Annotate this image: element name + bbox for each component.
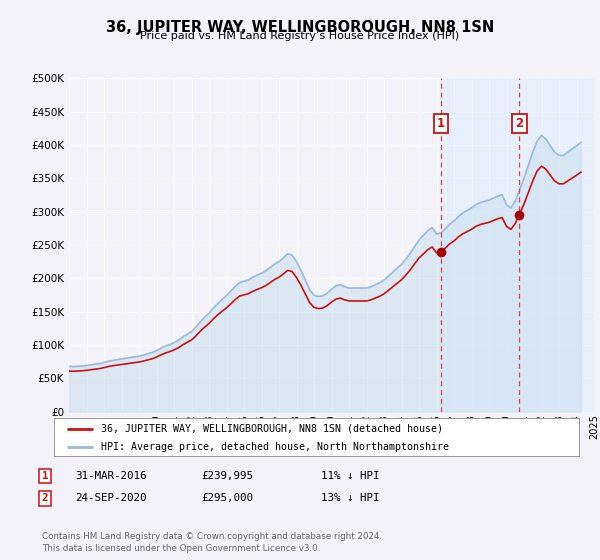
Text: 31-MAR-2016: 31-MAR-2016 [75,471,146,481]
Text: 13% ↓ HPI: 13% ↓ HPI [321,493,380,503]
Text: Price paid vs. HM Land Registry’s House Price Index (HPI): Price paid vs. HM Land Registry’s House … [140,31,460,41]
Bar [441,78,594,412]
Text: 2: 2 [515,117,523,130]
Text: 36, JUPITER WAY, WELLINGBOROUGH, NN8 1SN: 36, JUPITER WAY, WELLINGBOROUGH, NN8 1SN [106,20,494,35]
Text: £295,000: £295,000 [201,493,253,503]
Text: £239,995: £239,995 [201,471,253,481]
Text: 11% ↓ HPI: 11% ↓ HPI [321,471,380,481]
Text: HPI: Average price, detached house, North Northamptonshire: HPI: Average price, detached house, Nort… [101,442,449,452]
Text: 36, JUPITER WAY, WELLINGBOROUGH, NN8 1SN (detached house): 36, JUPITER WAY, WELLINGBOROUGH, NN8 1SN… [101,424,443,434]
Text: 1: 1 [437,117,445,130]
Text: This data is licensed under the Open Government Licence v3.0.: This data is licensed under the Open Gov… [42,544,320,553]
Text: 24-SEP-2020: 24-SEP-2020 [75,493,146,503]
Text: 1: 1 [42,471,48,481]
Text: 2: 2 [42,493,48,503]
Text: Contains HM Land Registry data © Crown copyright and database right 2024.: Contains HM Land Registry data © Crown c… [42,532,382,541]
